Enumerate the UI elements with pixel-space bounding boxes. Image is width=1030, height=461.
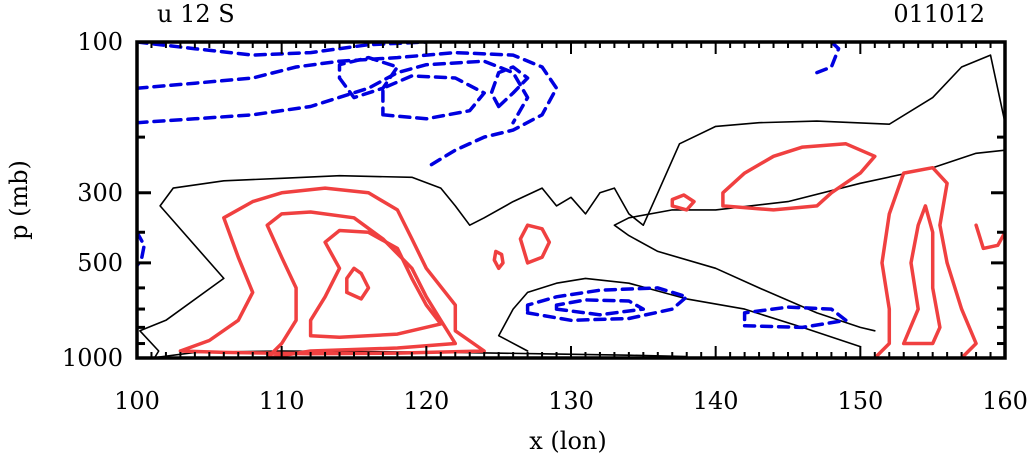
y-tick-label: 500 [77,249,123,277]
contour-positive-14 [670,193,696,212]
contour-zero-1 [613,149,1005,332]
title-left: u 12 S [157,0,235,28]
y-tick-label: 300 [77,179,123,207]
contour-zero-2 [497,277,862,352]
contour-negative-18 [337,55,400,100]
contour-positive-4 [178,186,486,356]
x-tick-label: 140 [693,387,739,415]
contour-negative-24 [554,298,646,317]
contour-negative-25 [742,305,848,330]
x-tick-label: 100 [114,387,160,415]
contour-negative-23 [525,286,689,323]
x-tick-label: 150 [837,387,883,415]
contour-negative-17 [137,59,530,125]
y-ticks: 100 300 500 1000 [62,28,123,372]
title-right: 011012 [893,0,985,28]
y-axis-label: p (mb) [5,160,33,240]
y-tick-label: 1000 [62,344,123,372]
contour-positive-5 [265,210,458,358]
x-ticks: 100 110 120 130 140 150 160 [114,387,1028,415]
y-tick-label: 100 [77,28,123,56]
minor-ticks [136,40,1006,360]
x-tick-label: 120 [403,387,449,415]
contour-positive-13 [492,249,505,271]
contour-lines [137,42,1005,358]
contour-negative-16 [137,50,559,170]
x-tick-label: 110 [259,387,305,415]
contour-positive-6 [308,228,443,340]
contour-positive-12 [518,223,552,265]
contour-negative-19 [381,74,486,121]
contour-positive-9 [873,165,978,358]
x-tick-label: 160 [982,387,1028,415]
contour-positive-8 [721,142,877,212]
contour-positive-7 [345,266,371,301]
plot-frame [135,40,1007,360]
x-tick-label: 130 [548,387,594,415]
contour-positive-10 [901,204,942,346]
contour-zero-0 [139,54,1005,358]
contour-positive-11 [974,223,1005,251]
contour-negative-21 [815,42,841,75]
contour-negative-20 [489,65,530,109]
x-axis-label: x (lon) [529,427,606,455]
